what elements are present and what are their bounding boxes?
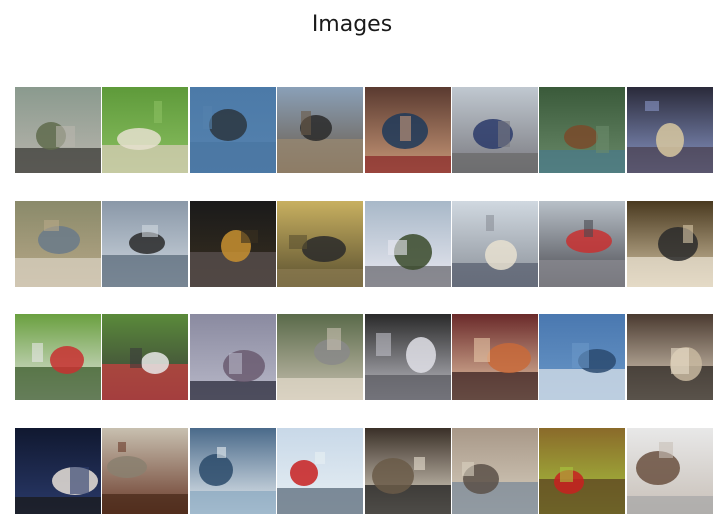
old-street-photo [452, 428, 538, 514]
image-tile [452, 87, 538, 173]
image-tile [15, 201, 101, 287]
living-room-photo [365, 428, 451, 514]
boat-wake-photo [190, 428, 276, 514]
jet-in-sky-photo [190, 87, 276, 173]
crane-bird-photo [15, 87, 101, 173]
dinner-table-photo [627, 201, 713, 287]
image-tile [365, 428, 451, 514]
image-tile [277, 201, 363, 287]
car-dashboard-sky-photo [102, 201, 188, 287]
horse-rider-photo [539, 87, 625, 173]
image-tile [277, 314, 363, 400]
image-tile [627, 87, 713, 173]
image-tile [15, 428, 101, 514]
image-tile [627, 201, 713, 287]
image-tile [277, 87, 363, 173]
image-tile [15, 314, 101, 400]
bicycle-in-room-photo [277, 201, 363, 287]
bedroom-lamp-photo [627, 87, 713, 173]
banquet-table-photo [627, 428, 713, 514]
image-tile [102, 314, 188, 400]
image-tile [365, 201, 451, 287]
woman-with-wine-photo [365, 87, 451, 173]
image-tile [277, 428, 363, 514]
image-tile [190, 428, 276, 514]
street-sign-photo [539, 201, 625, 287]
lamb-photo [102, 87, 188, 173]
image-tile [365, 314, 451, 400]
image-tile [365, 87, 451, 173]
image-tile [627, 314, 713, 400]
motorcycles-photo [452, 87, 538, 173]
cat-figurines-photo [627, 314, 713, 400]
airplane-tail-photo [277, 428, 363, 514]
image-tile [190, 201, 276, 287]
image-tile [15, 87, 101, 173]
green-drink-photo [539, 428, 625, 514]
skyscraper-plane-photo [539, 314, 625, 400]
page-title: Images [311, 12, 393, 37]
horse-jump-field-photo [102, 314, 188, 400]
show-jumping-photo [15, 314, 101, 400]
train-platform-photo [452, 201, 538, 287]
image-tile [539, 201, 625, 287]
image-tile [102, 428, 188, 514]
image-tile [452, 428, 538, 514]
image-tile [102, 201, 188, 287]
night-motorbike-photo [190, 201, 276, 287]
image-tile [539, 87, 625, 173]
silver-sedan-photo [365, 314, 451, 400]
mother-child-photo [452, 314, 538, 400]
freight-train-photo [277, 87, 363, 173]
leather-sofa-photo [102, 428, 188, 514]
harbor-boat-photo [190, 314, 276, 400]
image-tile [539, 314, 625, 400]
image-tile [452, 201, 538, 287]
sheep-pair-photo [277, 314, 363, 400]
image-tile [102, 87, 188, 173]
image-tile [190, 314, 276, 400]
man-on-stage-photo [15, 428, 101, 514]
image-tile [539, 428, 625, 514]
cat-by-trash-photo [15, 201, 101, 287]
camper-van-photo [365, 201, 451, 287]
image-tile [190, 87, 276, 173]
image-tile [452, 314, 538, 400]
image-tile [627, 428, 713, 514]
